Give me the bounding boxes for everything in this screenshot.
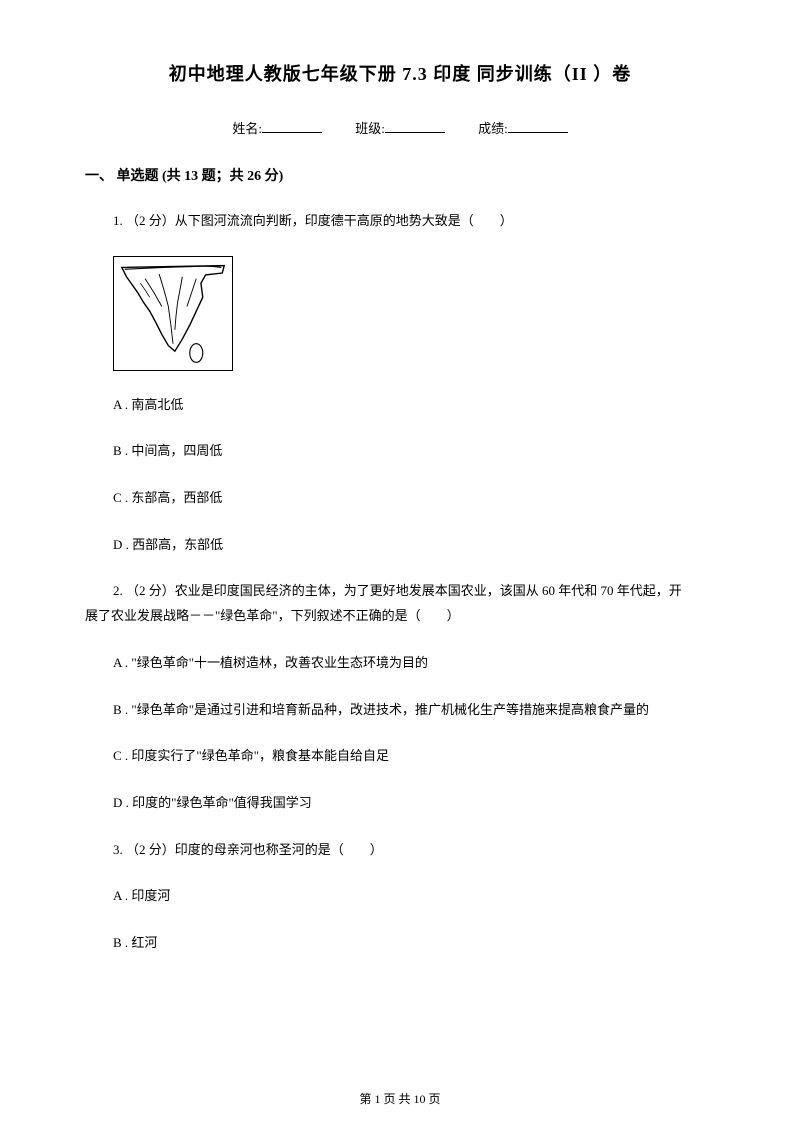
q1-option-c: C . 东部高，西部低 <box>85 486 715 511</box>
page-title: 初中地理人教版七年级下册 7.3 印度 同步训练（II ）卷 <box>85 60 715 86</box>
q3-option-b: B . 红河 <box>85 931 715 956</box>
score-blank <box>508 132 568 133</box>
name-label: 姓名: <box>232 118 262 137</box>
class-blank <box>385 132 445 133</box>
class-label: 班级: <box>355 118 385 137</box>
q3-option-a: A . 印度河 <box>85 884 715 909</box>
q2-line2: 展了农业发展战略－－"绿色革命"，下列叙述不正确的是（ ） <box>85 604 715 629</box>
q2-option-c: C . 印度实行了"绿色革命"，粮食基本能自给自足 <box>85 744 715 769</box>
q1-option-d: D . 西部高，东部低 <box>85 533 715 558</box>
score-label: 成绩: <box>478 118 508 137</box>
question-2-text: 2. （2 分）农业是印度国民经济的主体，为了更好地发展本国农业，该国从 60 … <box>85 579 715 628</box>
q2-option-b: B . "绿色革命"是通过引进和培育新品种，改进技术，推广机械化生产等措施来提高… <box>85 698 715 723</box>
question-3-text: 3. （2 分）印度的母亲河也称圣河的是（ ） <box>85 838 715 863</box>
question-1-text: 1. （2 分）从下图河流流向判断，印度德干高原的地势大致是（ ） <box>85 209 715 234</box>
q2-option-d: D . 印度的"绿色革命"值得我国学习 <box>85 791 715 816</box>
q1-option-a: A . 南高北低 <box>85 393 715 418</box>
q2-option-a: A . "绿色革命"十一植树造林，改善农业生态环境为目的 <box>85 651 715 676</box>
section-header: 一、 单选题 (共 13 题；共 26 分) <box>85 165 715 185</box>
q1-option-b: B . 中间高，四周低 <box>85 439 715 464</box>
name-blank <box>262 132 322 133</box>
q2-line1: 2. （2 分）农业是印度国民经济的主体，为了更好地发展本国农业，该国从 60 … <box>85 579 715 604</box>
india-map-image <box>113 256 233 371</box>
page-footer: 第 1 页 共 10 页 <box>0 1090 800 1107</box>
student-info-row: 姓名: 班级: 成绩: <box>85 118 715 137</box>
